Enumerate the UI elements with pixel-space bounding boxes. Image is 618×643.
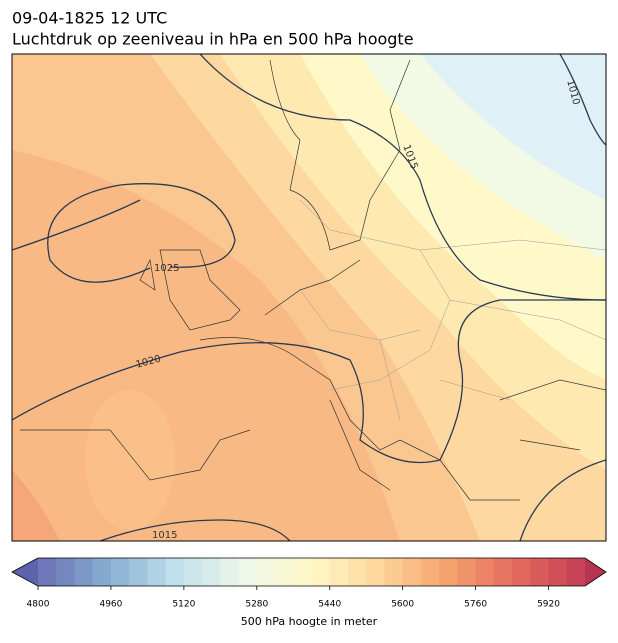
colorbar-segment <box>402 558 422 586</box>
colorbar-segment <box>475 558 495 586</box>
colorbar-segment <box>56 558 75 586</box>
colorbar-segment <box>165 558 185 586</box>
colorbar-segment <box>548 558 568 586</box>
colorbar-segment <box>439 558 458 586</box>
colorbar-segment <box>530 558 550 586</box>
colorbar-under <box>12 558 38 586</box>
colorbar-segment <box>566 558 586 586</box>
colorbar-tick-label: 5600 <box>391 600 414 610</box>
colorbar: 4800 4960 5120 5280 5440 5600 5760 5920 <box>11 557 607 610</box>
colorbar-segment <box>366 558 385 586</box>
colorbar-segment <box>238 558 258 586</box>
colorbar-segment <box>92 558 112 586</box>
colorbar-segment <box>347 558 367 586</box>
colorbar-segment <box>493 558 513 586</box>
colorbar-segment <box>38 558 57 586</box>
date: 09-04-1825 12 UTC <box>12 9 167 28</box>
colorbar-tick-label: 5920 <box>537 600 560 610</box>
colorbar-segment <box>147 558 167 586</box>
colorbar-tick-label: 5760 <box>464 600 487 610</box>
colorbar-tick-label: 5440 <box>318 600 341 610</box>
colorbar-segment <box>512 558 531 586</box>
colorbar-segment <box>384 558 404 586</box>
isobar-label: 1015 <box>152 530 177 541</box>
colorbar-segment <box>129 558 148 586</box>
colorbar-segment <box>457 558 477 586</box>
colorbar-segment <box>183 558 203 586</box>
colorbar-tick-label: 5120 <box>172 600 195 610</box>
colorbar-segment <box>329 558 349 586</box>
colorbar-tick-label: 4960 <box>99 600 122 610</box>
isobar-label: 1025 <box>154 263 179 274</box>
colorbar-segment <box>110 558 130 586</box>
colorbar-over <box>585 558 606 586</box>
map: 1010 1015 1025 1020 1015 <box>12 54 606 541</box>
colorbar-segment <box>275 558 294 586</box>
map-frame <box>11 53 607 542</box>
title: Luchtdruk op zeeniveau in hPa en 500 hPa… <box>12 30 414 49</box>
colorbar-label: 500 hPa hoogte in meter <box>241 615 378 628</box>
colorbar-outline <box>11 557 607 587</box>
colorbar-tick-label: 5280 <box>245 600 268 610</box>
colorbar-segment <box>256 558 276 586</box>
colorbar-segment <box>293 558 312 586</box>
colorbar-segment <box>74 558 94 586</box>
colorbar-tick-label: 4800 <box>27 600 50 610</box>
colorbar-segment <box>220 558 240 586</box>
colorbar-segment <box>311 558 331 586</box>
colorbar-segment <box>202 558 221 586</box>
colorbar-segment <box>420 558 440 586</box>
